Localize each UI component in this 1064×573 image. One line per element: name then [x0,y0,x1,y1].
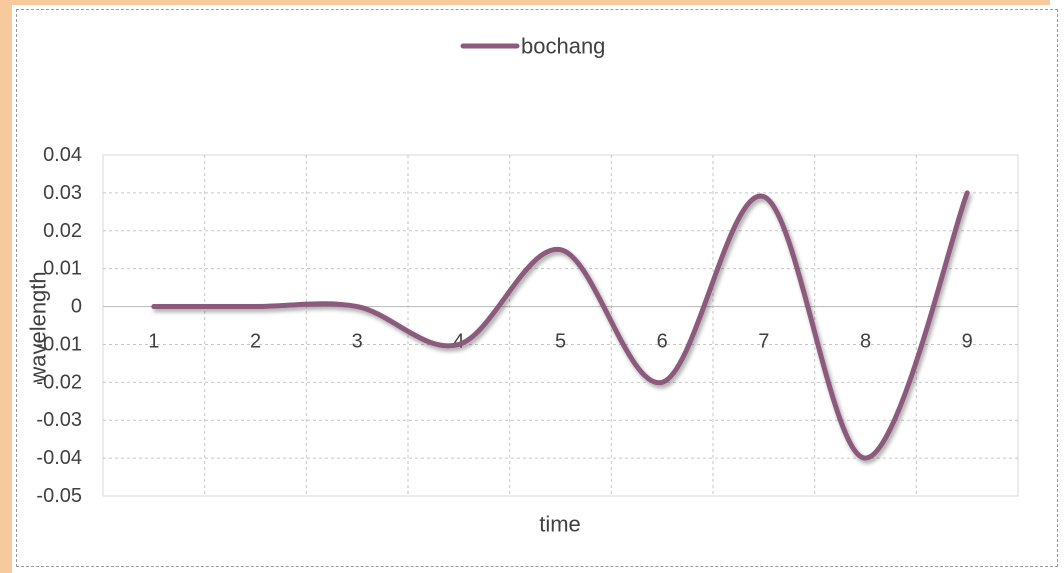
axis-tick-labels: 0.04 0.03 0.02 0.01 0 -0.01 -0.02 -0.03 -0.04 -0.… [36,144,972,507]
y-tick-label: 0.02 [43,220,82,242]
x-tick-label: 9 [962,331,973,353]
legend: bochang [460,34,605,59]
plot-area [102,154,1019,497]
frame-accent-top [0,0,1050,5]
y-tick-label: 0.04 [43,144,82,166]
x-tick-label: 8 [860,331,871,353]
series [151,190,970,461]
x-tick-label: 4 [453,331,464,353]
y-tick-label: 0 [71,296,82,318]
x-tick-label: 5 [555,331,566,353]
legend-label: bochang [521,34,605,59]
frame-accent-left [0,0,12,573]
y-tick-label: -0.04 [36,447,82,469]
x-tick-label: 1 [148,331,159,353]
y-tick-label: 0.03 [43,182,82,204]
x-tick-label: 3 [352,331,363,353]
y-tick-label: -0.01 [36,333,82,355]
y-axis-title: wavelength [26,271,51,383]
x-tick-label: 2 [250,331,261,353]
gridlines [102,154,1019,497]
y-tick-label: -0.03 [36,409,82,431]
y-tick-label: -0.02 [36,371,82,393]
x-tick-label: 6 [657,331,668,353]
x-axis-title: time [539,512,581,537]
y-tick-label: 0.01 [43,258,82,280]
x-tick-label: 7 [758,331,769,353]
y-tick-label: -0.05 [36,485,82,507]
series-line-0 [151,190,970,461]
